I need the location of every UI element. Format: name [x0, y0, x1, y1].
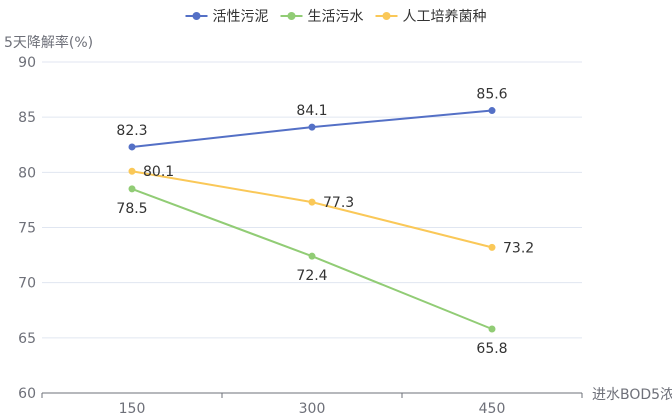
data-label: 77.3 — [323, 195, 354, 211]
data-label: 78.5 — [116, 201, 147, 217]
data-label: 65.8 — [476, 341, 507, 357]
series-1: 82.3 84.1 85.6 — [116, 87, 508, 151]
legend-item[interactable]: 活性污泥 — [185, 9, 269, 25]
data-point[interactable] — [488, 107, 496, 115]
y-axis: 60 65 70 75 80 85 90 — [18, 55, 36, 402]
data-label: 84.1 — [296, 103, 327, 119]
y-tick-label: 60 — [18, 386, 36, 402]
data-point[interactable] — [308, 252, 316, 260]
data-label: 82.3 — [116, 123, 147, 139]
data-point[interactable] — [488, 243, 496, 251]
legend: 活性污泥 生活污水 人工培养菌种 — [185, 9, 487, 25]
x-axis: 150 300 450 — [41, 392, 583, 417]
legend-marker — [382, 12, 391, 20]
legend-item[interactable]: 生活污水 — [280, 9, 364, 25]
y-tick-label: 75 — [18, 221, 36, 237]
x-tick-label: 300 — [299, 401, 326, 417]
data-label: 72.4 — [296, 268, 327, 284]
data-label: 85.6 — [476, 87, 507, 103]
legend-label: 人工培养菌种 — [403, 9, 487, 25]
x-axis-label: 进水BOD5浓度 — [592, 387, 672, 403]
y-tick-label: 65 — [18, 331, 36, 347]
data-point[interactable] — [128, 185, 136, 193]
series-group: 82.3 84.1 85.6 78.5 72.4 65.8 80.1 77.3 73.2 — [116, 87, 534, 357]
data-label: 73.2 — [503, 240, 534, 256]
data-point[interactable] — [128, 143, 136, 151]
y-tick-label: 80 — [18, 165, 36, 181]
y-tick-label: 85 — [18, 110, 36, 126]
y-axis-label: 5天降解率(%) — [4, 34, 93, 51]
x-tick-label: 150 — [119, 401, 146, 417]
series-2: 78.5 72.4 65.8 — [116, 185, 508, 357]
series-3: 80.1 77.3 73.2 — [128, 164, 534, 256]
data-point[interactable] — [128, 167, 136, 175]
data-point[interactable] — [488, 325, 496, 333]
data-point[interactable] — [308, 198, 316, 206]
x-tick-label: 450 — [479, 401, 506, 417]
legend-marker — [192, 12, 201, 20]
legend-marker — [287, 12, 296, 20]
data-label: 80.1 — [143, 164, 174, 180]
data-point[interactable] — [308, 123, 316, 131]
y-tick-label: 70 — [18, 276, 36, 292]
y-tick-label: 90 — [18, 55, 36, 71]
legend-label: 生活污水 — [308, 9, 364, 25]
legend-item[interactable]: 人工培养菌种 — [375, 9, 487, 25]
legend-label: 活性污泥 — [213, 9, 269, 25]
